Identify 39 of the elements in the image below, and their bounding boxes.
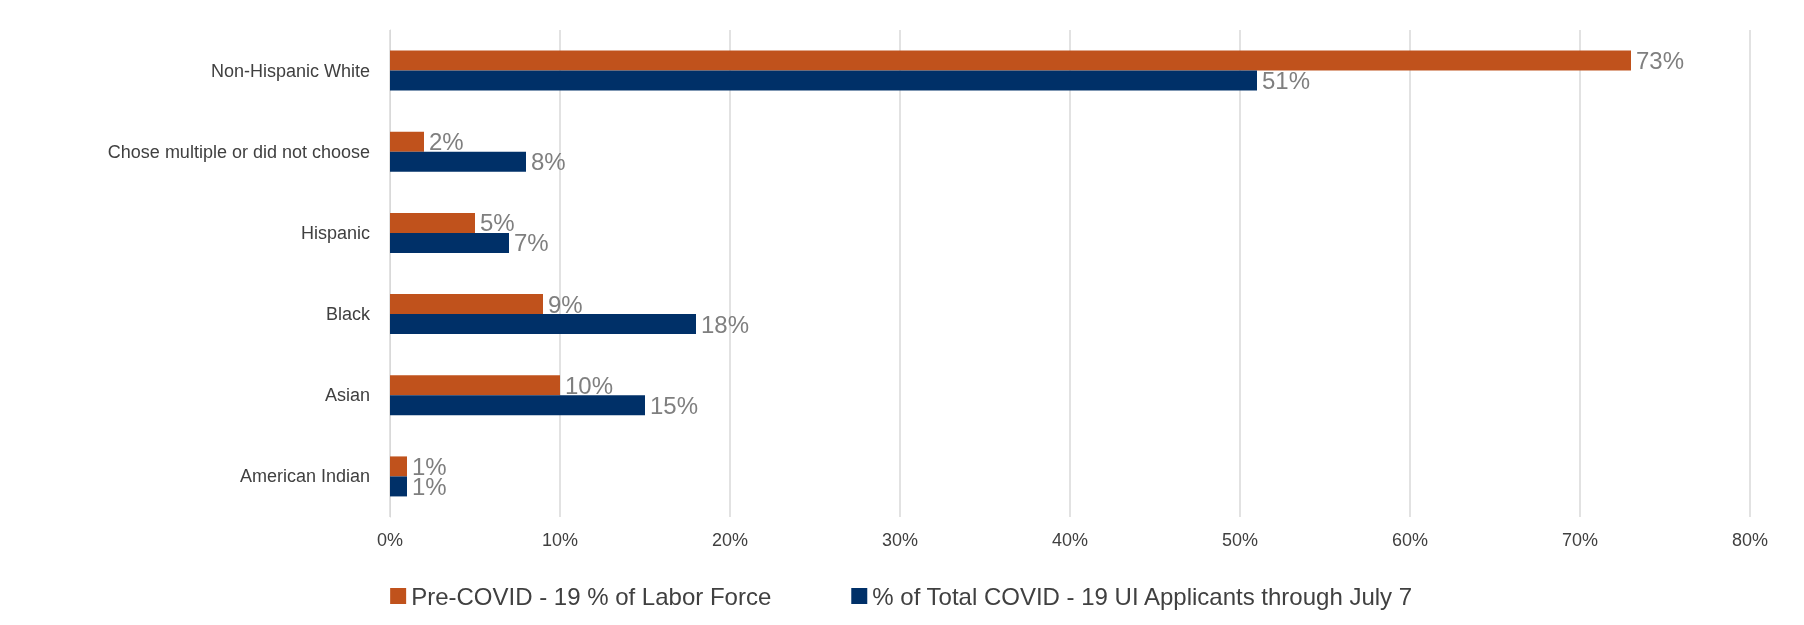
data-label: 18% [701, 310, 750, 338]
data-label: 8% [531, 148, 566, 176]
y-tick-label: Hispanic [300, 222, 370, 243]
bar [390, 395, 645, 416]
y-tick-label: Chose multiple or did not choose [107, 141, 370, 162]
x-tick-label: 30% [881, 530, 919, 550]
data-label: 9% [548, 290, 583, 318]
bar [390, 456, 407, 477]
x-tick-label: 70% [1561, 530, 1599, 550]
bar [390, 314, 696, 335]
y-tick-label: Black [325, 304, 371, 325]
legend-label: Pre-COVID - 19 % of Labor Force [411, 582, 772, 610]
bar [390, 476, 407, 497]
data-label: 51% [1262, 67, 1311, 95]
x-tick-label: 80% [1731, 530, 1769, 550]
bar [390, 375, 560, 396]
bar [390, 70, 1257, 91]
x-tick-label: 50% [1221, 530, 1259, 550]
y-tick-label: Non-Hispanic White [210, 60, 370, 81]
data-label: 2% [429, 128, 464, 156]
data-label: 5% [480, 209, 515, 237]
data-label: 10% [565, 371, 614, 399]
data-label: 15% [650, 391, 699, 419]
bar [390, 50, 1631, 71]
x-tick-label: 60% [1391, 530, 1429, 550]
bar [390, 151, 526, 172]
bar [390, 131, 424, 152]
bar [390, 232, 509, 253]
x-tick-label: 40% [1051, 530, 1089, 550]
bar [390, 212, 475, 233]
x-tick-label: 0% [376, 530, 404, 550]
data-label: 7% [514, 229, 549, 257]
x-tick-label: 20% [711, 530, 749, 550]
x-tick-label: 10% [541, 530, 579, 550]
y-tick-label: Asian [324, 385, 370, 406]
legend-label: % of Total COVID - 19 UI Applicants through July 7 [872, 582, 1413, 610]
bar [390, 294, 543, 315]
y-tick-label: American Indian [239, 466, 370, 487]
data-label: 73% [1636, 47, 1685, 75]
